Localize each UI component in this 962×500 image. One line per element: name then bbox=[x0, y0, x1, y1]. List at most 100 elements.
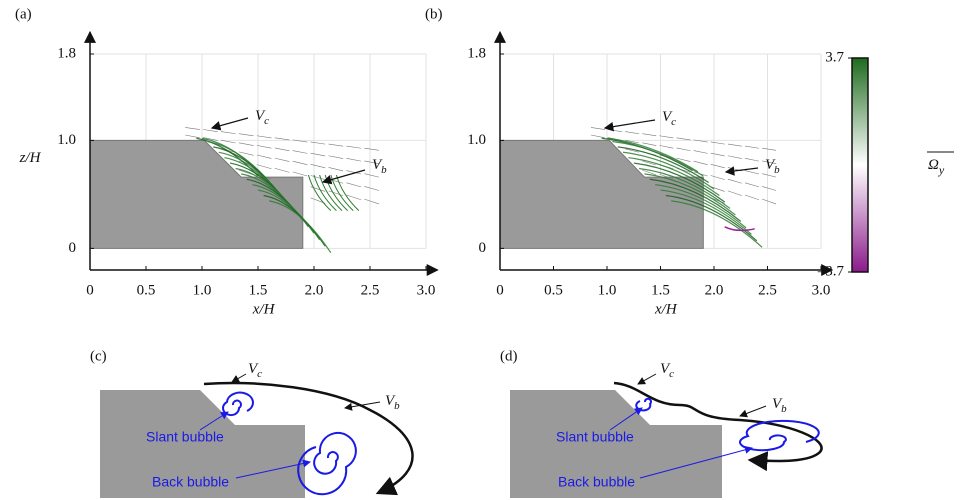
vector bbox=[693, 160, 708, 165]
vector bbox=[676, 147, 691, 152]
vector bbox=[238, 151, 254, 156]
y-tick-label: 1.8 bbox=[57, 45, 76, 61]
vector bbox=[274, 167, 290, 173]
x-axis-label: x/H bbox=[252, 301, 276, 317]
annotation-sub: c bbox=[264, 115, 269, 127]
vector bbox=[220, 131, 236, 135]
vector bbox=[676, 137, 691, 141]
streak bbox=[269, 200, 332, 254]
x-tick-label: 0 bbox=[86, 282, 94, 298]
vector bbox=[744, 182, 760, 188]
streamline bbox=[613, 381, 823, 472]
x-tick-label: 3.0 bbox=[417, 282, 436, 298]
annotation: Vb bbox=[385, 393, 400, 411]
x-tick-label: 2.0 bbox=[305, 282, 324, 298]
vector bbox=[256, 145, 272, 149]
body bbox=[510, 390, 722, 498]
bubble-label: Slant bubble bbox=[146, 429, 224, 445]
vector bbox=[590, 127, 605, 130]
annotation-text: V bbox=[255, 108, 266, 124]
vector bbox=[710, 175, 725, 180]
vector bbox=[625, 148, 640, 153]
annotation-arrow bbox=[210, 117, 249, 131]
vector bbox=[310, 164, 326, 169]
vector bbox=[185, 134, 200, 139]
vector bbox=[727, 143, 742, 147]
arrow bbox=[231, 373, 247, 383]
vector bbox=[203, 129, 218, 132]
arrow bbox=[609, 407, 643, 431]
vector bbox=[185, 127, 200, 130]
x-tick-label: 3.0 bbox=[812, 282, 831, 298]
annotation-arrow bbox=[724, 166, 759, 176]
arrow bbox=[639, 445, 753, 479]
arrow bbox=[344, 401, 381, 411]
streak bbox=[639, 167, 731, 209]
vector bbox=[238, 133, 254, 137]
body bbox=[100, 390, 305, 498]
y-tick-label: 1.8 bbox=[467, 45, 486, 61]
vector bbox=[364, 147, 380, 151]
annotation: Vb bbox=[772, 396, 787, 414]
vector bbox=[256, 135, 272, 139]
vector bbox=[364, 173, 380, 178]
x-tick-label: 2.0 bbox=[705, 282, 724, 298]
x-tick-label: 1.0 bbox=[193, 282, 212, 298]
vector bbox=[590, 134, 605, 139]
colorbar-tick-label: 3.7 bbox=[825, 49, 844, 65]
vector bbox=[346, 170, 362, 175]
x-tick-label: 1.5 bbox=[651, 282, 670, 298]
colorbar-label-sub: y bbox=[938, 163, 945, 177]
vector bbox=[256, 164, 272, 170]
x-tick-label: 1.5 bbox=[249, 282, 268, 298]
vector bbox=[744, 194, 760, 201]
vector bbox=[292, 171, 308, 177]
back-vortex bbox=[297, 431, 357, 496]
vector bbox=[710, 152, 725, 157]
y-tick-label: 1.0 bbox=[57, 132, 76, 148]
x-tick-label: 2.5 bbox=[758, 282, 777, 298]
streak bbox=[628, 157, 720, 196]
streak bbox=[633, 162, 726, 203]
vector bbox=[238, 169, 254, 176]
back-vortex bbox=[739, 419, 820, 452]
streak bbox=[671, 200, 763, 248]
schematics: (c) Vc Vb Slant bubble Back bubble (d) V… bbox=[90, 348, 823, 498]
colorbar bbox=[851, 57, 869, 273]
x-tick-label: 2.5 bbox=[361, 282, 380, 298]
vector bbox=[762, 198, 777, 205]
vector bbox=[310, 141, 326, 145]
vector bbox=[364, 186, 380, 191]
arrow bbox=[199, 411, 229, 431]
streak bbox=[655, 184, 747, 229]
annotation-arrow bbox=[603, 119, 656, 132]
vector bbox=[625, 139, 640, 144]
vector bbox=[693, 139, 708, 143]
vector bbox=[642, 160, 657, 166]
vector bbox=[274, 137, 290, 141]
vector bbox=[364, 160, 380, 165]
x-tick-label: 0.5 bbox=[137, 282, 156, 298]
streak bbox=[612, 140, 704, 177]
streak bbox=[649, 178, 742, 222]
streak bbox=[724, 226, 755, 232]
x-tick-label: 0 bbox=[496, 282, 504, 298]
vector bbox=[274, 147, 290, 152]
annotation-sub: b bbox=[774, 164, 780, 176]
annotation-sub: c bbox=[671, 116, 676, 128]
y-tick-label: 1.0 bbox=[467, 132, 486, 148]
slant-vortex bbox=[635, 397, 652, 412]
streamline bbox=[203, 381, 414, 496]
vector bbox=[256, 154, 272, 159]
streak bbox=[665, 194, 758, 242]
x-axis-label: x/H bbox=[654, 301, 678, 317]
vector bbox=[642, 133, 657, 137]
vector bbox=[328, 167, 344, 172]
vector bbox=[710, 164, 725, 169]
vector bbox=[744, 145, 759, 149]
panel-label: (c) bbox=[90, 348, 107, 364]
vector bbox=[762, 186, 777, 191]
vector bbox=[744, 170, 760, 175]
annotation: Vb bbox=[765, 157, 780, 175]
